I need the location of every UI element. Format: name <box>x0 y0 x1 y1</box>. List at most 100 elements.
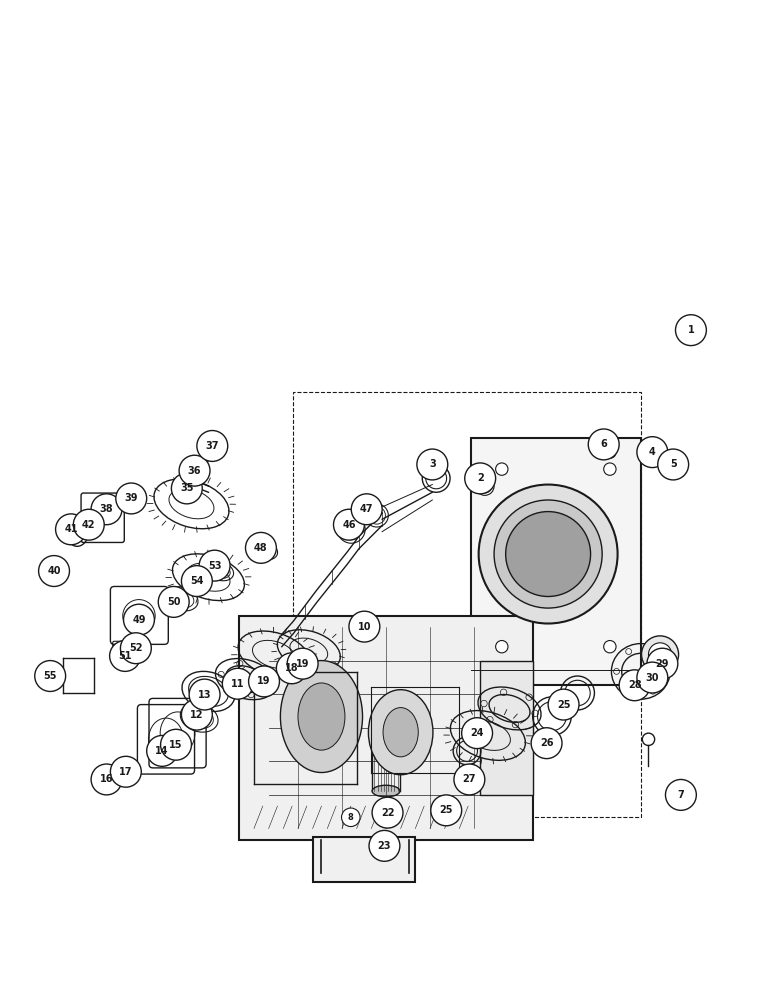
Text: 4: 4 <box>649 447 655 457</box>
Text: 3: 3 <box>429 459 435 469</box>
Text: 14: 14 <box>155 746 169 756</box>
Text: 23: 23 <box>378 841 391 851</box>
Circle shape <box>39 556 69 586</box>
Text: 50: 50 <box>167 597 181 607</box>
Text: 36: 36 <box>188 466 201 476</box>
Text: 40: 40 <box>47 566 61 576</box>
Circle shape <box>462 718 493 749</box>
Circle shape <box>147 735 178 766</box>
Circle shape <box>676 315 706 346</box>
Text: 1: 1 <box>688 325 694 335</box>
Text: 18: 18 <box>285 663 299 673</box>
Text: 16: 16 <box>100 774 113 784</box>
Text: 54: 54 <box>190 576 204 586</box>
Text: 42: 42 <box>82 520 96 530</box>
Ellipse shape <box>280 661 363 773</box>
Text: 52: 52 <box>129 643 143 653</box>
Circle shape <box>506 512 591 596</box>
Circle shape <box>197 431 228 461</box>
Text: 51: 51 <box>118 651 132 661</box>
Text: 12: 12 <box>190 710 204 720</box>
Circle shape <box>588 429 619 460</box>
Circle shape <box>372 797 403 828</box>
Circle shape <box>124 604 154 635</box>
Circle shape <box>181 566 212 596</box>
Circle shape <box>245 532 276 563</box>
Circle shape <box>276 653 307 684</box>
Circle shape <box>479 485 618 624</box>
Ellipse shape <box>648 643 672 666</box>
Text: 5: 5 <box>670 459 676 469</box>
Text: 48: 48 <box>254 543 268 553</box>
Ellipse shape <box>642 636 679 673</box>
Text: 24: 24 <box>470 728 484 738</box>
Circle shape <box>56 514 86 545</box>
Circle shape <box>665 779 696 810</box>
Circle shape <box>454 764 485 795</box>
Circle shape <box>171 473 202 504</box>
Text: 27: 27 <box>462 774 476 784</box>
Text: 35: 35 <box>180 483 194 493</box>
Circle shape <box>181 699 212 730</box>
Circle shape <box>548 689 579 720</box>
Circle shape <box>287 648 318 679</box>
Circle shape <box>619 670 650 701</box>
Text: 19: 19 <box>257 676 271 686</box>
Circle shape <box>496 641 508 653</box>
Circle shape <box>73 509 104 540</box>
Text: 15: 15 <box>169 740 183 750</box>
Circle shape <box>35 661 66 691</box>
Ellipse shape <box>372 785 400 797</box>
Text: 22: 22 <box>381 808 394 818</box>
Text: 17: 17 <box>119 767 133 777</box>
Circle shape <box>158 586 189 617</box>
Text: 38: 38 <box>100 504 113 514</box>
Circle shape <box>120 633 151 664</box>
Text: 8: 8 <box>348 813 354 822</box>
Text: 28: 28 <box>628 680 642 690</box>
Circle shape <box>647 648 678 679</box>
Text: 6: 6 <box>601 439 607 449</box>
Circle shape <box>431 795 462 826</box>
Text: 25: 25 <box>557 700 571 710</box>
Ellipse shape <box>383 708 418 757</box>
Text: 46: 46 <box>342 520 356 530</box>
Text: 29: 29 <box>655 659 669 669</box>
FancyBboxPatch shape <box>313 837 415 882</box>
Text: 7: 7 <box>678 790 684 800</box>
Text: 2: 2 <box>477 473 483 483</box>
Circle shape <box>161 729 191 760</box>
Text: 41: 41 <box>64 524 78 534</box>
Text: 19: 19 <box>296 659 310 669</box>
Circle shape <box>531 728 562 759</box>
Circle shape <box>417 449 448 480</box>
FancyBboxPatch shape <box>239 616 533 840</box>
Circle shape <box>465 463 496 494</box>
Circle shape <box>494 500 602 608</box>
Circle shape <box>110 756 141 787</box>
Circle shape <box>369 830 400 861</box>
Circle shape <box>91 494 122 525</box>
Circle shape <box>351 494 382 525</box>
Text: 47: 47 <box>360 504 374 514</box>
FancyBboxPatch shape <box>480 661 533 795</box>
Circle shape <box>189 679 220 710</box>
Text: 13: 13 <box>198 690 212 700</box>
Ellipse shape <box>372 747 400 758</box>
Circle shape <box>249 666 279 697</box>
Circle shape <box>222 668 253 699</box>
Text: 25: 25 <box>439 805 453 815</box>
Text: 53: 53 <box>208 561 222 571</box>
Circle shape <box>116 483 147 514</box>
Circle shape <box>637 662 668 693</box>
Ellipse shape <box>368 690 433 775</box>
Text: 49: 49 <box>132 615 146 625</box>
Circle shape <box>91 764 122 795</box>
FancyBboxPatch shape <box>471 438 641 685</box>
Circle shape <box>199 550 230 581</box>
Text: 26: 26 <box>540 738 554 748</box>
Circle shape <box>341 808 360 827</box>
Circle shape <box>334 509 364 540</box>
Text: 11: 11 <box>231 679 245 689</box>
Text: 30: 30 <box>645 673 659 683</box>
